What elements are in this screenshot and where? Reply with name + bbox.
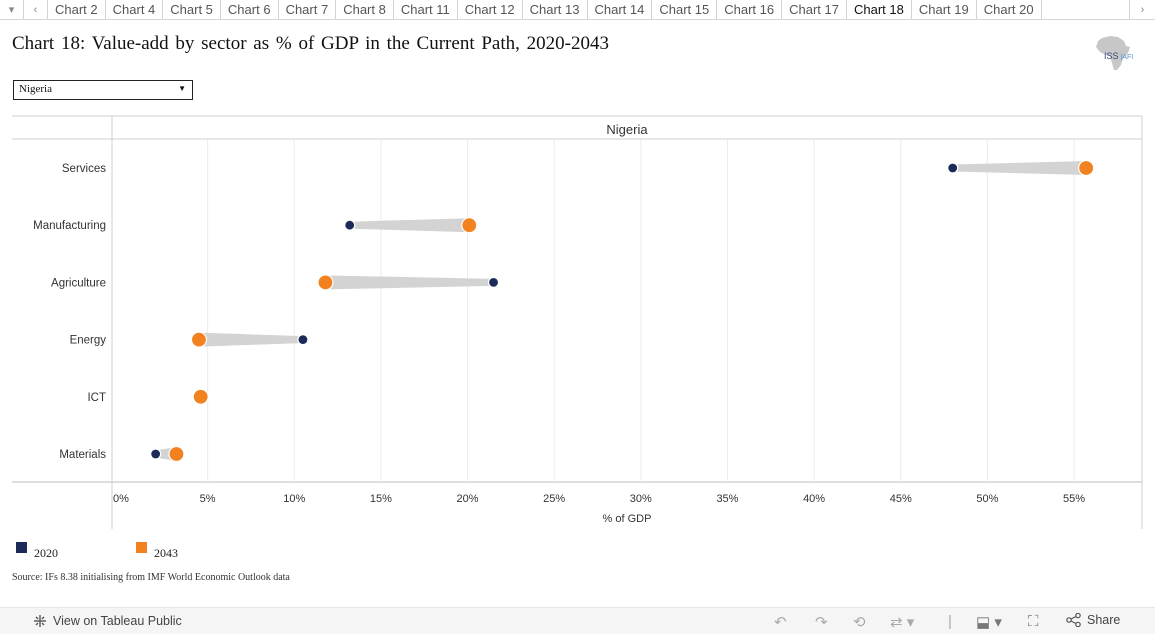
tab-chart-2[interactable]: Chart 2 (48, 0, 106, 19)
dumbbell-chart: Nigeria Services Manufacturing Agriculture… (12, 115, 1143, 529)
source-note: Source: IFs 8.38 initialising from IMF W… (12, 572, 290, 583)
legend-label-2043: 2043 (154, 546, 178, 560)
legend-swatch-2020 (16, 542, 27, 553)
range-bar (198, 332, 303, 347)
x-tick-label: 50% (976, 493, 998, 505)
download-icon[interactable]: ⬓ ▾ (976, 614, 1002, 631)
legend-label-2020: 2020 (34, 546, 58, 560)
tableau-icon (34, 615, 46, 627)
tab-chart-15[interactable]: Chart 15 (652, 0, 718, 19)
logo-text: ISS |AFI (1104, 51, 1134, 61)
view-on-tableau-label: View on Tableau Public (53, 614, 182, 628)
tab-chart-6[interactable]: Chart 6 (221, 0, 279, 19)
point-2020 (487, 276, 500, 288)
tab-chart-13[interactable]: Chart 13 (523, 0, 588, 19)
range-bar (349, 218, 470, 233)
tab-list: Chart 2 Chart 4 Chart 5 Chart 6 Chart 7 Chart… (48, 0, 1042, 19)
x-tick-label: 30% (630, 493, 652, 505)
category-label: Agriculture (51, 277, 106, 289)
tab-chart-19[interactable]: Chart 19 (912, 0, 977, 19)
view-on-tableau-link[interactable]: View on Tableau Public (33, 614, 182, 628)
tab-chart-14[interactable]: Chart 14 (588, 0, 653, 19)
tab-scroll-right-icon[interactable]: › (1129, 0, 1155, 19)
legend-swatch-2043 (136, 542, 147, 553)
x-tick-labels: 0% 5% 10% 15% 20% 25% 30% 35% 40% 45% 50% 55% (113, 493, 1085, 505)
tab-chart-12[interactable]: Chart 12 (458, 0, 523, 19)
share-icon (1066, 613, 1081, 627)
share-label: Share (1087, 613, 1121, 627)
range-bar (952, 161, 1087, 175)
revert-icon[interactable]: ⟲ (853, 614, 866, 631)
data-points (150, 159, 1095, 463)
point-2020 (297, 334, 309, 346)
country-dropdown-value: Nigeria (19, 83, 52, 95)
page-title: Chart 18: Value-add by sector as % of GD… (12, 33, 609, 54)
point-2043 (317, 274, 334, 291)
tableau-toolbar: View on Tableau Public ↶ ↷ ⟲ ⇄ ▾ | ⬓ ▾ ⛶… (0, 607, 1155, 634)
point-2043 (192, 388, 209, 405)
country-dropdown[interactable]: Nigeria ▼ (13, 80, 193, 100)
fullscreen-icon[interactable]: ⛶ (1028, 613, 1039, 630)
redo-icon[interactable]: ↷ (815, 614, 828, 631)
point-2020 (344, 219, 356, 231)
x-tick-label: 15% (370, 493, 392, 505)
category-labels: Services Manufacturing Agriculture Energy IC… (33, 163, 106, 461)
x-tick-label: 0% (113, 493, 129, 505)
x-tick-label: 5% (200, 493, 216, 505)
x-tick-label: 55% (1063, 493, 1085, 505)
tab-scroll-left-icon[interactable]: ‹ (24, 0, 48, 19)
category-label: Manufacturing (33, 220, 106, 232)
x-tick-label: 45% (890, 493, 912, 505)
iss-africa-logo (1096, 36, 1130, 70)
x-tick-label: 35% (716, 493, 738, 505)
category-label: Services (62, 163, 106, 175)
dropdown-caret-icon: ▼ (178, 84, 186, 93)
point-2043 (168, 445, 185, 463)
category-label: ICT (87, 392, 106, 404)
gridlines (207, 139, 1075, 482)
tab-chart-20[interactable]: Chart 20 (977, 0, 1042, 19)
point-2020 (947, 162, 959, 174)
range-bars (155, 161, 1087, 461)
tab-chart-7[interactable]: Chart 7 (279, 0, 337, 19)
tab-chart-5[interactable]: Chart 5 (163, 0, 221, 19)
point-2020 (150, 448, 162, 460)
share-button[interactable]: Share (1066, 613, 1120, 627)
range-bar (325, 275, 494, 290)
x-tick-label: 10% (283, 493, 305, 505)
undo-icon[interactable]: ↶ (774, 614, 787, 631)
panel-title: Nigeria (606, 122, 648, 137)
x-tick-label: 20% (457, 493, 479, 505)
toolbar-divider: | (948, 613, 952, 630)
x-axis-label: % of GDP (603, 513, 652, 525)
tab-chart-4[interactable]: Chart 4 (106, 0, 164, 19)
point-2043 (1078, 159, 1095, 177)
category-label: Materials (59, 449, 106, 461)
tab-chart-8[interactable]: Chart 8 (336, 0, 394, 19)
tab-chart-11[interactable]: Chart 11 (394, 0, 458, 19)
x-tick-label: 25% (543, 493, 565, 505)
chart-frame (12, 115, 1143, 529)
tab-chart-18[interactable]: Chart 18 (847, 0, 912, 19)
point-2043 (461, 217, 478, 234)
tab-menu-icon[interactable]: ▾ (0, 0, 24, 19)
tab-chart-16[interactable]: Chart 16 (717, 0, 783, 19)
point-2043 (190, 331, 208, 348)
category-label: Energy (70, 335, 107, 347)
x-tick-label: 40% (803, 493, 825, 505)
tab-chart-17[interactable]: Chart 17 (782, 0, 847, 19)
refresh-icon[interactable]: ⇄ ▾ (890, 614, 915, 631)
